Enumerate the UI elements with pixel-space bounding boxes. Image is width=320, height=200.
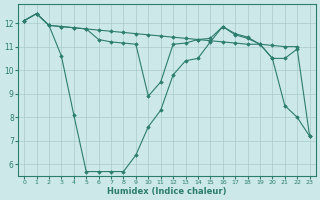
X-axis label: Humidex (Indice chaleur): Humidex (Indice chaleur) bbox=[107, 187, 227, 196]
